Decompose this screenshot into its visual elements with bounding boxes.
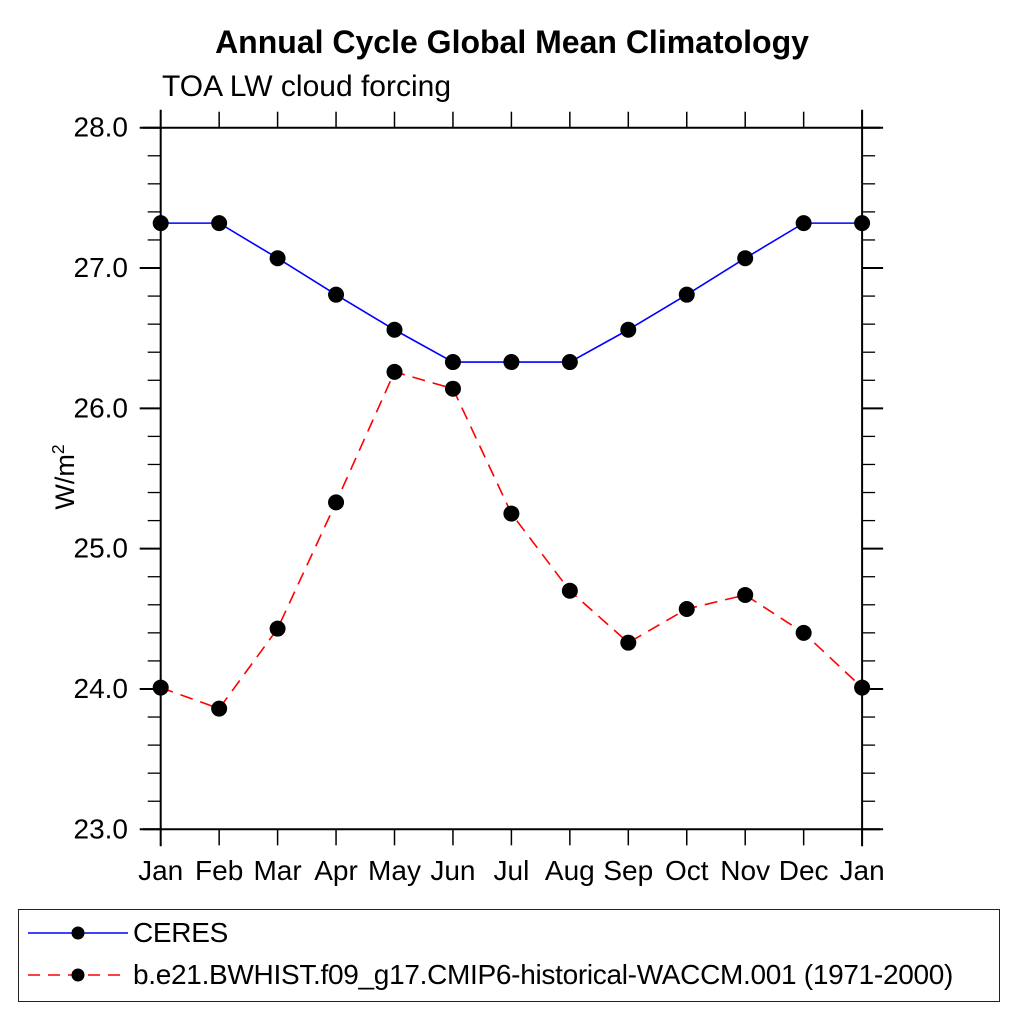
x-tick-label: Mar [253, 855, 301, 886]
x-tick-label: Apr [314, 855, 358, 886]
ceres-marker [503, 354, 520, 371]
x-tick-label: Feb [195, 855, 243, 886]
x-tick-label: Sep [603, 855, 653, 886]
legend-label-ceres: CERES [133, 917, 228, 948]
ceres-marker [854, 215, 871, 232]
plot-area: Jan Feb Mar Apr May Jun Jul Aug Sep Oct Nov Dec Jan 2… [74, 109, 885, 886]
ceres-marker [269, 250, 286, 267]
legend-item-model: b.e21.BWHIST.f09_g17.CMIP6-historical-WA… [19, 954, 999, 996]
chart-title: Annual Cycle Global Mean Climatology [215, 24, 809, 60]
ceres-marker [561, 354, 578, 371]
ceres-marker [795, 215, 812, 232]
ceres-marker [678, 286, 695, 303]
model-marker [854, 679, 871, 696]
model-marker [269, 620, 286, 637]
ceres-line [160, 222, 863, 363]
ceres-marker [211, 215, 228, 232]
x-tick-label: Aug [545, 855, 595, 886]
legend-label-model: b.e21.BWHIST.f09_g17.CMIP6-historical-WA… [133, 959, 954, 990]
x-tick-label: May [368, 855, 421, 886]
model-marker [444, 380, 461, 397]
model-marker [678, 600, 695, 617]
ceres-marker [152, 215, 169, 232]
ceres-marker [444, 354, 461, 371]
ceres-marker [328, 286, 345, 303]
x-tick-label: Oct [665, 855, 709, 886]
model-marker [152, 679, 169, 696]
legend: CERES b.e21.BWHIST.f09_g17.CMIP6-histori… [18, 909, 1000, 1002]
x-tick-label: Nov [720, 855, 770, 886]
legend-item-ceres: CERES [19, 912, 999, 954]
legend-line-dashed-icon [28, 968, 128, 982]
x-tick-label: Jun [430, 855, 475, 886]
model-marker [503, 505, 520, 522]
model-marker [211, 700, 228, 717]
y-tick-label: 26.0 [74, 392, 129, 423]
x-tick-label: Jan [138, 855, 183, 886]
ceres-marker [737, 250, 754, 267]
ceres-marker [386, 321, 403, 338]
x-tick-label: Jul [494, 855, 530, 886]
legend-line-solid-icon [28, 926, 128, 940]
x-tick-label: Jan [840, 855, 885, 886]
y-tick-label: 27.0 [74, 252, 129, 283]
y-tick-label: 25.0 [74, 533, 129, 564]
chart-subtitle: TOA LW cloud forcing [162, 70, 452, 103]
model-line [160, 370, 863, 710]
model-marker [737, 586, 754, 603]
model-marker [620, 634, 637, 651]
ceres-marker [620, 321, 637, 338]
y-tick-label: 23.0 [74, 813, 129, 844]
model-marker [795, 624, 812, 641]
model-marker [561, 582, 578, 599]
y-tick-label: 24.0 [74, 673, 129, 704]
model-marker [328, 494, 345, 511]
x-tick-label: Dec [779, 855, 829, 886]
y-tick-label: 28.0 [74, 112, 129, 143]
model-marker [386, 363, 403, 380]
